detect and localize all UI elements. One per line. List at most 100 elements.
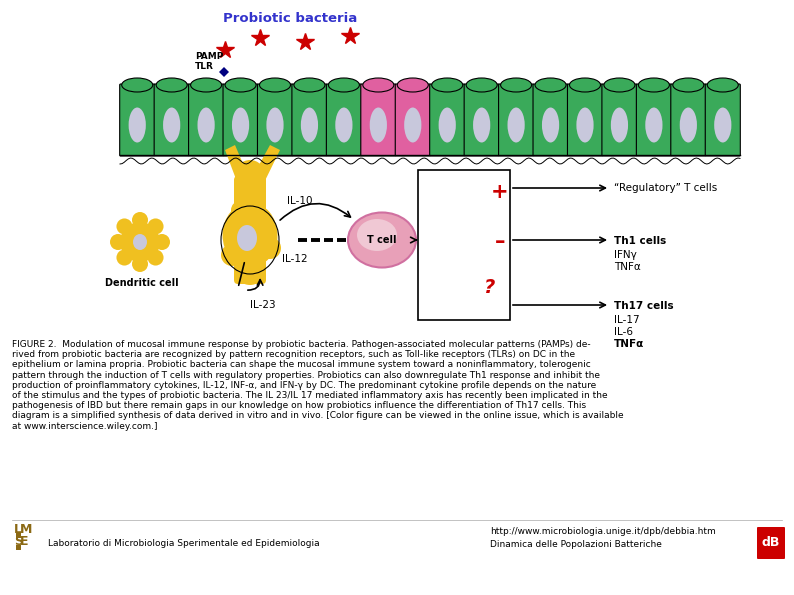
- Ellipse shape: [148, 249, 164, 265]
- Text: production of proinflammatory cytokines, IL-12, INF-α, and IFN-γ by DC. The pred: production of proinflammatory cytokines,…: [12, 381, 596, 390]
- Bar: [418, 170, 510, 320]
- Text: http://www.microbiologia.unige.it/dpb/debbia.htm: http://www.microbiologia.unige.it/dpb/de…: [490, 527, 715, 536]
- Ellipse shape: [611, 108, 628, 142]
- Text: L: L: [14, 523, 22, 536]
- Text: TLR: TLR: [195, 62, 214, 71]
- FancyBboxPatch shape: [189, 84, 224, 156]
- FancyBboxPatch shape: [234, 176, 266, 284]
- FancyBboxPatch shape: [154, 84, 189, 156]
- Polygon shape: [248, 145, 280, 195]
- Text: S: S: [14, 535, 23, 548]
- Text: Dinamica delle Popolazioni Batteriche: Dinamica delle Popolazioni Batteriche: [490, 540, 662, 549]
- Text: FIGURE 2.  Modulation of mucosal immune response by probiotic bacteria. Pathogen: FIGURE 2. Modulation of mucosal immune r…: [12, 340, 591, 349]
- Text: dB: dB: [761, 537, 781, 550]
- FancyBboxPatch shape: [705, 84, 740, 156]
- FancyBboxPatch shape: [499, 84, 534, 156]
- Ellipse shape: [646, 108, 662, 142]
- Ellipse shape: [221, 244, 243, 266]
- Ellipse shape: [231, 201, 249, 219]
- Text: pathogenesis of IBD but there remain gaps in our knowledge on how probiotics inf: pathogenesis of IBD but there remain gap…: [12, 401, 586, 410]
- Ellipse shape: [301, 108, 318, 142]
- Ellipse shape: [576, 108, 594, 142]
- Ellipse shape: [680, 108, 697, 142]
- FancyBboxPatch shape: [326, 84, 361, 156]
- Text: IFNγ: IFNγ: [614, 250, 637, 260]
- Ellipse shape: [133, 234, 147, 250]
- Ellipse shape: [154, 234, 170, 250]
- FancyBboxPatch shape: [568, 84, 603, 156]
- Ellipse shape: [507, 108, 525, 142]
- Text: Th1 cells: Th1 cells: [614, 236, 666, 246]
- Text: diagram is a simplified synthesis of data derived in vitro and in vivo. [Color f: diagram is a simplified synthesis of dat…: [12, 411, 623, 421]
- Ellipse shape: [638, 78, 669, 92]
- Text: IL-12: IL-12: [282, 254, 308, 264]
- FancyBboxPatch shape: [395, 84, 430, 156]
- Ellipse shape: [232, 108, 249, 142]
- Ellipse shape: [500, 78, 532, 92]
- Ellipse shape: [473, 108, 490, 142]
- Ellipse shape: [163, 108, 180, 142]
- FancyBboxPatch shape: [120, 84, 155, 156]
- Polygon shape: [219, 67, 229, 77]
- FancyBboxPatch shape: [757, 527, 785, 559]
- Text: at www.interscience.wiley.com.]: at www.interscience.wiley.com.]: [12, 422, 157, 431]
- FancyBboxPatch shape: [360, 84, 396, 156]
- Ellipse shape: [198, 108, 214, 142]
- Text: Laboratorio di Microbiologia Sperimentale ed Epidemiologia: Laboratorio di Microbiologia Sperimental…: [48, 540, 320, 549]
- Ellipse shape: [294, 78, 325, 92]
- Ellipse shape: [235, 160, 265, 190]
- Ellipse shape: [673, 78, 703, 92]
- Ellipse shape: [237, 265, 263, 285]
- Text: –: –: [495, 232, 505, 252]
- Ellipse shape: [191, 78, 222, 92]
- Polygon shape: [225, 145, 252, 195]
- FancyBboxPatch shape: [636, 84, 672, 156]
- Ellipse shape: [129, 108, 146, 142]
- Ellipse shape: [357, 219, 397, 251]
- Text: pattern through the induction of T cells with regulatory properties. Probiotics : pattern through the induction of T cells…: [12, 371, 600, 380]
- Ellipse shape: [363, 78, 394, 92]
- Ellipse shape: [237, 225, 257, 251]
- Text: M: M: [20, 523, 33, 536]
- FancyBboxPatch shape: [292, 84, 327, 156]
- Ellipse shape: [397, 78, 428, 92]
- FancyBboxPatch shape: [223, 84, 258, 156]
- Text: IL-23: IL-23: [250, 300, 276, 310]
- Text: rived from probiotic bacteria are recognized by pattern recognition receptors, s: rived from probiotic bacteria are recogn…: [12, 350, 575, 359]
- Ellipse shape: [120, 222, 160, 262]
- FancyBboxPatch shape: [602, 84, 637, 156]
- Text: IL-10: IL-10: [287, 196, 313, 206]
- Ellipse shape: [535, 78, 566, 92]
- Ellipse shape: [348, 212, 416, 268]
- Text: TNFα: TNFα: [614, 262, 641, 272]
- FancyBboxPatch shape: [671, 84, 706, 156]
- Text: epithelium or lamina propria. Probiotic bacteria can shape the mucosal immune sy: epithelium or lamina propria. Probiotic …: [12, 361, 591, 369]
- Bar: [16, 545, 21, 550]
- Ellipse shape: [225, 78, 256, 92]
- Ellipse shape: [432, 78, 463, 92]
- Text: IL-17: IL-17: [614, 315, 640, 325]
- FancyBboxPatch shape: [257, 84, 292, 156]
- Ellipse shape: [132, 212, 148, 228]
- Ellipse shape: [249, 206, 267, 224]
- Text: of the stimulus and the types of probiotic bacteria. The IL 23/IL 17 mediated in: of the stimulus and the types of probiot…: [12, 391, 607, 400]
- Ellipse shape: [438, 108, 456, 142]
- Text: PAMP: PAMP: [195, 52, 223, 61]
- FancyBboxPatch shape: [464, 84, 499, 156]
- Text: “Regulatory” T cells: “Regulatory” T cells: [614, 183, 717, 193]
- Text: E: E: [20, 535, 29, 548]
- Ellipse shape: [117, 249, 133, 265]
- Text: Probiotic bacteria: Probiotic bacteria: [223, 12, 357, 25]
- Text: Th17 cells: Th17 cells: [614, 301, 673, 311]
- Bar: [16, 533, 21, 538]
- Ellipse shape: [259, 237, 281, 259]
- Ellipse shape: [110, 234, 126, 250]
- Ellipse shape: [132, 256, 148, 272]
- Ellipse shape: [260, 78, 291, 92]
- Ellipse shape: [404, 108, 422, 142]
- Text: +: +: [491, 182, 509, 202]
- Ellipse shape: [542, 108, 559, 142]
- Ellipse shape: [156, 78, 187, 92]
- Ellipse shape: [714, 108, 731, 142]
- Text: IL-6: IL-6: [614, 327, 633, 337]
